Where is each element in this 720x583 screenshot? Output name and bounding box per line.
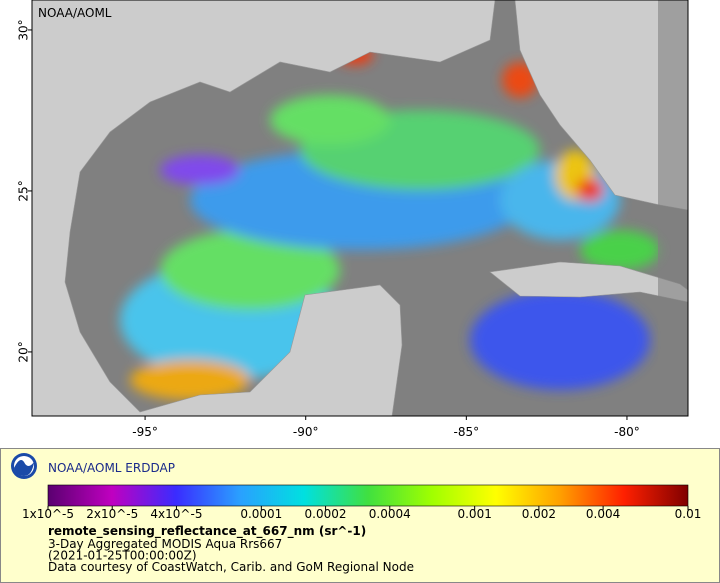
colorbar-tick-label: 4x10^-5 (150, 507, 202, 521)
legend-line: (2021-01-25T00:00:00Z) (48, 549, 197, 563)
colorbar (47, 484, 689, 507)
colorbar-tick-label: 0.002 (522, 507, 556, 521)
lon-tick-label: -80° (614, 425, 640, 439)
legend-line: Data courtesy of CoastWatch, Carib. and … (48, 560, 414, 574)
variable-name: remote_sensing_reflectance_at_667_nm (sr… (48, 524, 366, 539)
legend-panel (0, 448, 720, 583)
colorbar-tick-label: 0.01 (675, 507, 702, 521)
lon-tick-label: -85° (454, 425, 480, 439)
colorbar-tick-label: 0.0004 (369, 507, 411, 521)
lat-tick-label: 20° (17, 341, 31, 362)
lon-tick-label: -95° (132, 425, 158, 439)
legend-title: NOAA/AOML ERDDAP (48, 461, 175, 475)
colorbar-tick-label: 0.0001 (240, 507, 282, 521)
colorbar-tick-label: 2x10^-5 (86, 507, 138, 521)
land-mainland (32, 0, 496, 416)
no-data-strip (658, 0, 688, 416)
lon-tick-label: -90° (293, 425, 319, 439)
land-cuba (489, 261, 688, 303)
colorbar-tick-label: 0.001 (457, 507, 491, 521)
lat-tick-label: 25° (17, 180, 31, 201)
noaa-logo (11, 453, 37, 479)
colorbar-tick-label: 1x10^-5 (22, 507, 74, 521)
map (32, 0, 688, 416)
colorbar-tick-label: 0.004 (586, 507, 620, 521)
legend-line: 3-Day Aggregated MODIS Aqua Rrs667 (48, 537, 282, 551)
lat-tick-label: 30° (17, 19, 31, 40)
land-florida (514, 0, 688, 211)
colorbar-tick-label: 0.0002 (305, 507, 347, 521)
map-label: NOAA/AOML (38, 6, 112, 20)
map-frame (31, 0, 689, 417)
